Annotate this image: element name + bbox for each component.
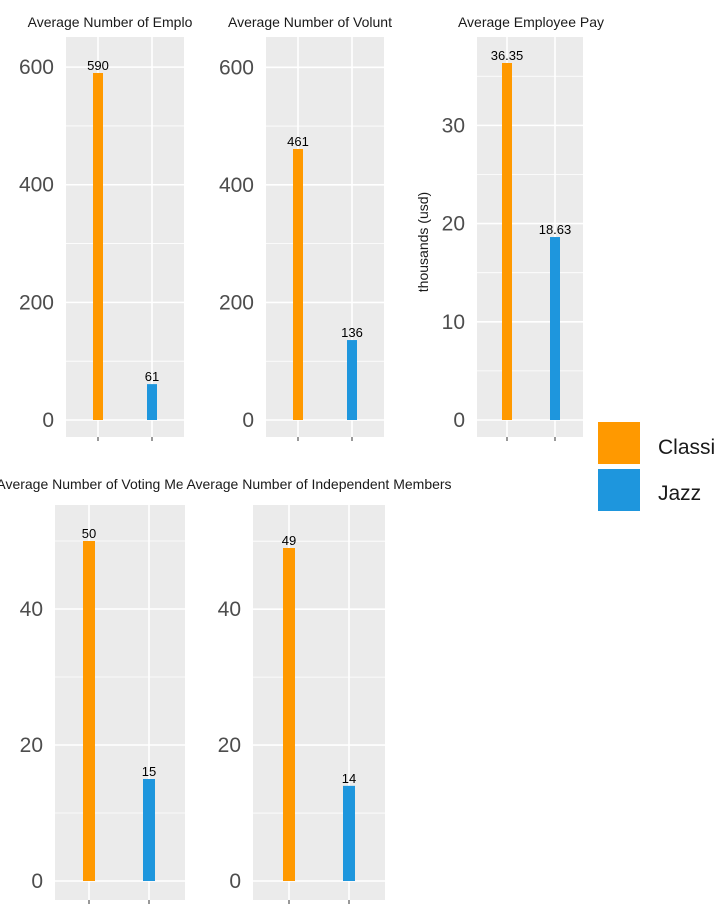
- legend-key-jazz: [598, 469, 640, 511]
- chart-panel-5: 0 20 40 49 14 Average Number of Independent M…: [186, 476, 452, 904]
- chart-panel-3: 0 10 20 30 36.35 18.63 Average Employee Pay tho…: [415, 14, 604, 441]
- y-tick-label: 200: [19, 291, 54, 314]
- chart-title: Average Number of Volunt: [228, 14, 392, 30]
- data-label: 14: [342, 771, 356, 786]
- legend: Classi Jazz: [598, 422, 715, 511]
- bar-jazz: [143, 779, 155, 881]
- data-label: 136: [341, 325, 363, 340]
- y-tick-label: 10: [442, 311, 465, 334]
- bar-classical: [283, 548, 295, 881]
- legend-key-classical: [598, 422, 640, 464]
- y-tick-label: 200: [219, 291, 254, 314]
- data-label: 49: [282, 533, 296, 548]
- legend-label-jazz: Jazz: [658, 482, 701, 505]
- bar-classical: [93, 73, 103, 420]
- y-tick-label: 40: [20, 598, 43, 621]
- y-tick-label: 600: [219, 56, 254, 79]
- chart-panel-1: 0 200 400 600 590 61 Average Number of Emplo: [19, 14, 193, 441]
- y-tick-label: 0: [453, 409, 465, 432]
- bar-classical: [293, 149, 303, 420]
- bar-jazz: [347, 340, 357, 420]
- y-tick-label: 40: [218, 598, 241, 621]
- chart-panel-2: 0 200 400 600 461 136 Average Number of Volunt: [219, 14, 392, 441]
- data-label: 61: [145, 369, 159, 384]
- panel-background: [55, 505, 185, 900]
- chart-panel-4: 0 20 40 50 15 Average Number of Voting Me: [0, 476, 185, 904]
- y-tick-label: 20: [218, 734, 241, 757]
- panel-background: [266, 37, 384, 437]
- chart-title: Average Number of Voting Me: [0, 476, 184, 492]
- bar-jazz: [550, 237, 560, 420]
- data-label: 15: [142, 764, 156, 779]
- bar-classical: [502, 63, 512, 420]
- y-tick-label: 30: [442, 114, 465, 137]
- bar-jazz: [147, 384, 157, 420]
- data-label: 461: [287, 134, 309, 149]
- data-label: 590: [87, 58, 109, 73]
- y-tick-label: 0: [242, 409, 254, 432]
- y-tick-label: 400: [19, 174, 54, 197]
- y-axis-label: thousands (usd): [415, 192, 431, 292]
- bar-jazz: [343, 785, 355, 881]
- chart-title: Average Employee Pay: [458, 14, 604, 30]
- chart-title: Average Number of Emplo: [28, 14, 193, 30]
- y-tick-label: 20: [442, 213, 465, 236]
- y-tick-label: 20: [20, 734, 43, 757]
- y-tick-label: 0: [229, 870, 241, 893]
- y-tick-label: 600: [19, 56, 54, 79]
- chart-title: Average Number of Independent Members: [186, 476, 451, 492]
- bar-classical: [83, 541, 95, 881]
- legend-label-classical: Classi: [658, 436, 715, 459]
- data-label: 36.35: [491, 48, 524, 63]
- data-label: 50: [82, 526, 96, 541]
- panel-background: [253, 505, 385, 900]
- y-tick-label: 400: [219, 174, 254, 197]
- data-label: 18.63: [539, 222, 572, 237]
- panel-background: [477, 37, 583, 437]
- y-tick-label: 0: [31, 870, 43, 893]
- panel-background: [66, 37, 184, 437]
- y-tick-label: 0: [42, 409, 54, 432]
